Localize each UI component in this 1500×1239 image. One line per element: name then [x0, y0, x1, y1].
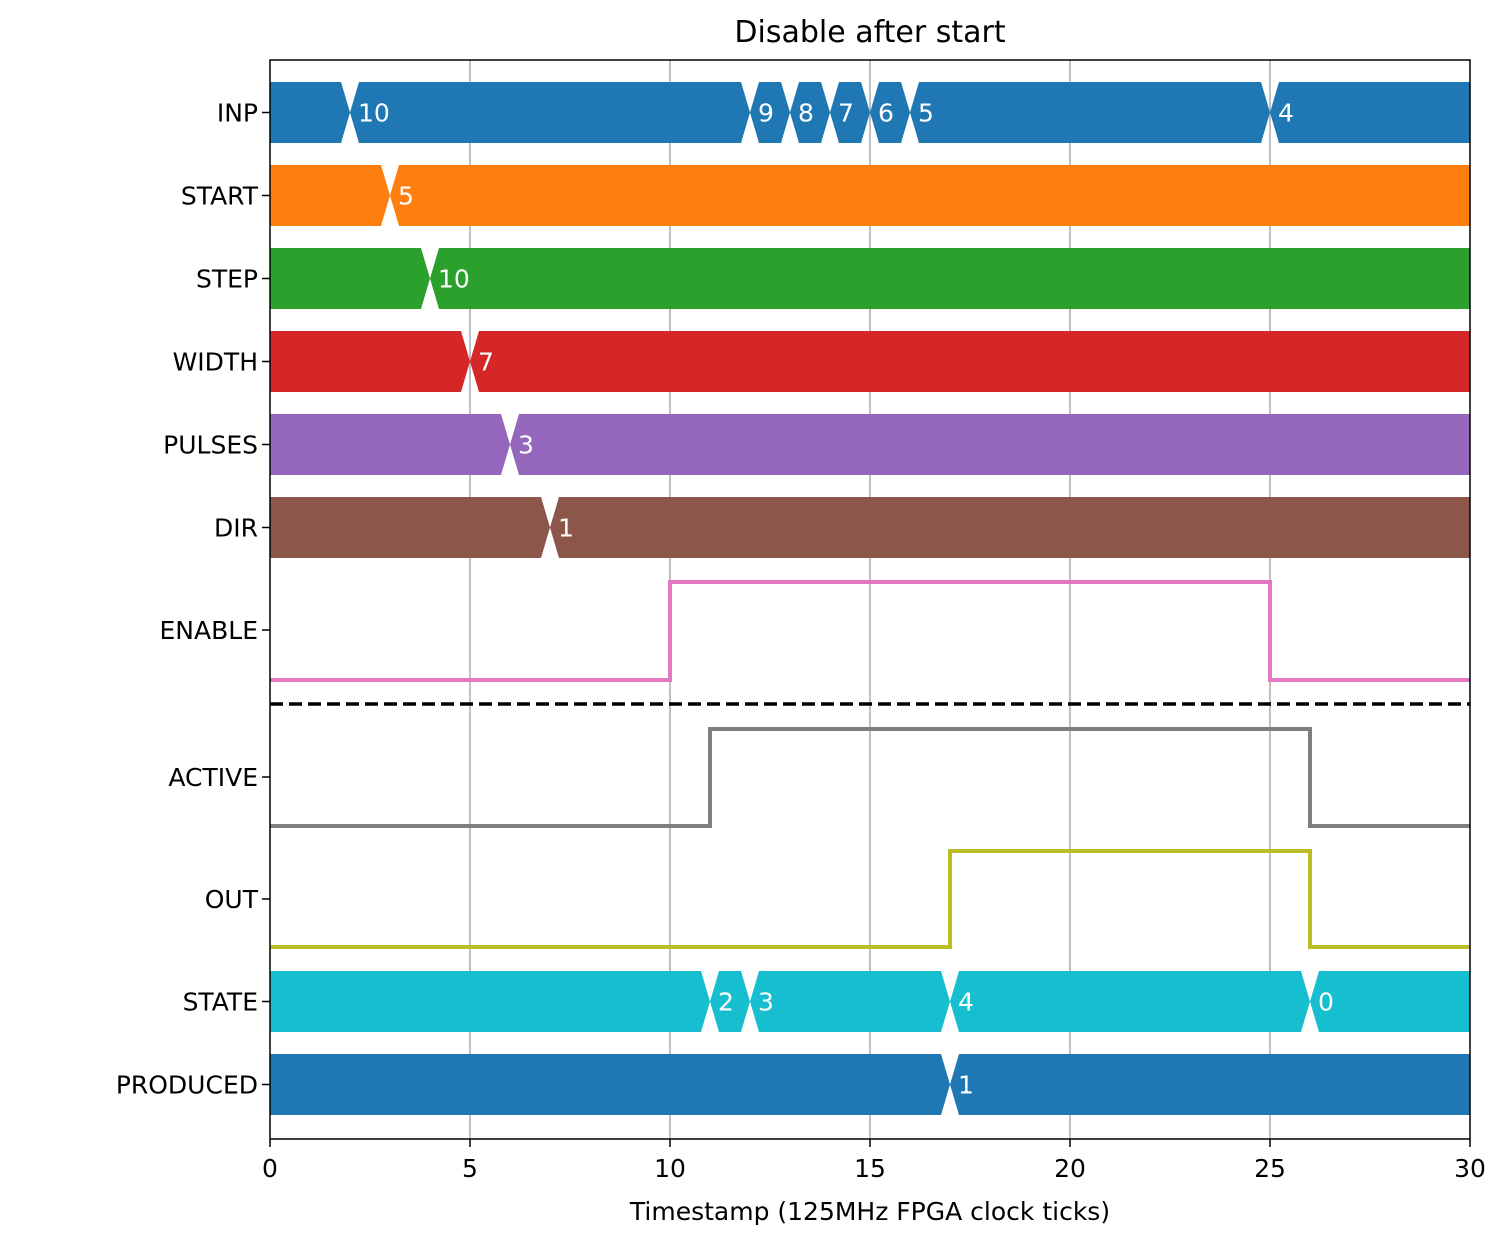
bus-segment-state: [950, 971, 1310, 1032]
bus-segment-state: [710, 971, 750, 1032]
bus-segment-start: [390, 165, 1470, 226]
bus-segment-produced: [950, 1054, 1470, 1115]
x-tick-label: 20: [1054, 1154, 1086, 1183]
bus-segment-inp: [910, 82, 1270, 143]
bus-value-inp: 8: [798, 99, 814, 128]
signal-label-step: STEP: [196, 265, 258, 294]
bit-trace-out: [270, 849, 1470, 949]
bus-value-start: 5: [398, 182, 414, 211]
bus-segment-inp: [830, 82, 870, 143]
bus-segment-inp: [790, 82, 830, 143]
bus-segment-start: [270, 165, 390, 226]
bus-segment-width: [270, 331, 470, 392]
x-tick-label: 10: [654, 1154, 686, 1183]
x-tick-label: 15: [854, 1154, 886, 1183]
bus-value-state: 3: [758, 988, 774, 1017]
x-tick-label: 5: [462, 1154, 478, 1183]
bus-value-inp: 5: [918, 99, 934, 128]
bus-segment-width: [470, 331, 1470, 392]
bus-segment-inp: [870, 82, 910, 143]
bit-trace-enable: [270, 580, 1470, 682]
bus-value-dir: 1: [558, 514, 574, 543]
signal-labels: INP START STEP WIDTH PULSES DIR ENABLE ACTIVE OU…: [116, 99, 270, 1100]
bus-segment-inp: [750, 82, 790, 143]
bus-segment-inp: [1270, 82, 1470, 143]
bus-value-pulses: 3: [518, 431, 534, 460]
bus-value-step: 10: [438, 265, 470, 294]
x-axis-label: Timestamp (125MHz FPGA clock ticks): [629, 1197, 1110, 1226]
bus-value-state: 4: [958, 988, 974, 1017]
bus-segment-state: [1310, 971, 1470, 1032]
signal-label-produced: PRODUCED: [116, 1071, 258, 1100]
signal-label-pulses: PULSES: [163, 431, 258, 460]
bus-value-inp: 9: [758, 99, 774, 128]
bus-segment-dir: [270, 497, 550, 558]
bus-value-width: 7: [478, 348, 494, 377]
bus-value-inp: 7: [838, 99, 854, 128]
signal-label-dir: DIR: [214, 514, 258, 543]
signal-label-state: STATE: [183, 988, 258, 1017]
bus-value-state: 2: [718, 988, 734, 1017]
bus-segment-dir: [550, 497, 1470, 558]
bus-segment-inp: [270, 82, 350, 143]
bus-segment-step: [430, 248, 1470, 309]
bus-value-state: 0: [1318, 988, 1334, 1017]
signal-label-start: START: [181, 182, 259, 211]
x-tick-label: 30: [1454, 1154, 1486, 1183]
x-tick-label: 25: [1254, 1154, 1286, 1183]
signal-label-out: OUT: [205, 885, 259, 914]
bit-trace-active: [270, 727, 1470, 828]
bus-segment-produced: [270, 1054, 950, 1115]
bus-segment-pulses: [270, 414, 510, 475]
signal-label-width: WIDTH: [173, 348, 258, 377]
bus-value-inp: 10: [358, 99, 390, 128]
bus-segment-inp: [350, 82, 750, 143]
bus-value-produced: 1: [958, 1071, 974, 1100]
x-tick-label: 0: [262, 1154, 278, 1183]
signal-label-inp: INP: [217, 99, 258, 128]
bus-segment-state: [270, 971, 710, 1032]
bus-value-inp: 6: [878, 99, 894, 128]
bus-segment-state: [750, 971, 950, 1032]
signal-label-enable: ENABLE: [160, 616, 258, 645]
x-axis: 0 5 10 15 20 25 30: [262, 1139, 1486, 1183]
bus-value-inp: 4: [1278, 99, 1294, 128]
bus-segment-pulses: [510, 414, 1470, 475]
bus-segment-step: [270, 248, 430, 309]
chart-title: Disable after start: [734, 15, 1005, 50]
signal-label-active: ACTIVE: [168, 763, 258, 792]
